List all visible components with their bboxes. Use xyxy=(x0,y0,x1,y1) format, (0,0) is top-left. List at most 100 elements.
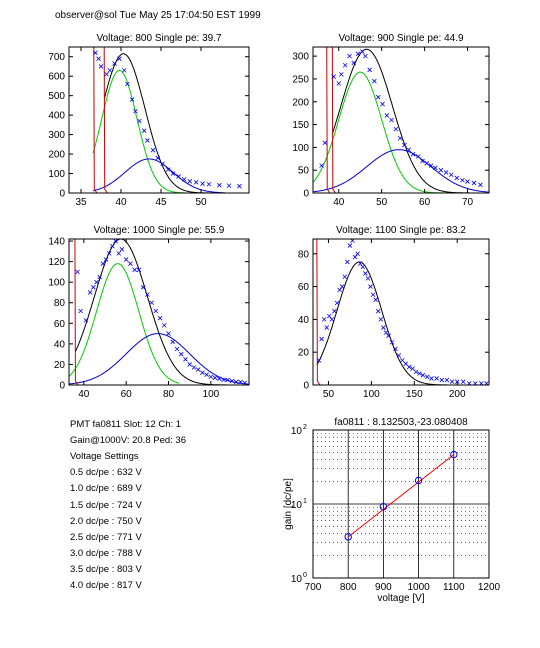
data-point xyxy=(375,94,381,100)
data-point xyxy=(319,336,324,342)
fit-curve-2pe xyxy=(92,158,225,193)
chart-title: Voltage: 800 Single pe: 39.7 xyxy=(96,33,222,44)
info-line: 3.5 dc/pe : 803 V xyxy=(70,563,142,575)
data-point xyxy=(402,142,407,148)
data-point xyxy=(410,366,415,371)
gain-point xyxy=(344,533,352,541)
pedestal-line xyxy=(326,47,331,193)
data-point xyxy=(384,113,390,118)
data-point xyxy=(140,285,146,290)
data-point xyxy=(117,56,122,61)
data-point xyxy=(176,174,181,179)
gain-point xyxy=(450,450,458,459)
info-line: 1.0 dc/pe : 689 V xyxy=(70,483,142,495)
data-point xyxy=(165,167,171,172)
y-tick-label: 10 xyxy=(291,500,303,511)
data-point xyxy=(121,68,127,73)
pedestal-line xyxy=(74,239,79,385)
data-point xyxy=(116,251,122,256)
data-point xyxy=(113,239,118,244)
data-point xyxy=(170,171,176,176)
data-point xyxy=(337,287,342,293)
info-line: Voltage Settings xyxy=(70,451,139,463)
data-point xyxy=(433,165,438,171)
data-point xyxy=(478,182,483,188)
data-point xyxy=(329,317,335,322)
data-point xyxy=(345,259,350,265)
gain-fit-line xyxy=(347,454,455,538)
y-tick-label: 100 xyxy=(292,143,309,154)
data-point xyxy=(157,315,163,321)
data-point xyxy=(204,372,209,378)
x-tick-label: 200 xyxy=(449,389,466,400)
data-point xyxy=(78,308,83,314)
data-point xyxy=(119,246,125,252)
data-point xyxy=(434,376,439,381)
data-point xyxy=(375,308,381,314)
data-point xyxy=(460,379,466,385)
data-point xyxy=(206,181,212,187)
chart-title: Voltage: 1100 Single pe: 83.2 xyxy=(336,225,466,236)
data-point xyxy=(145,138,150,143)
data-point xyxy=(183,357,188,362)
data-point xyxy=(145,292,150,297)
y-tick-label: 100 xyxy=(48,278,65,289)
data-point xyxy=(383,330,389,335)
x-tick-label: 1000 xyxy=(407,582,430,593)
fit-curve-total xyxy=(331,48,489,193)
plot-area xyxy=(316,239,489,385)
data-point xyxy=(217,376,222,382)
pedestal-line xyxy=(103,47,108,193)
y-tick-label: 400 xyxy=(48,111,65,122)
data-point xyxy=(363,271,368,276)
data-point xyxy=(93,50,98,56)
data-point xyxy=(322,140,328,146)
y-tick-label: 20 xyxy=(298,348,310,359)
data-point xyxy=(378,317,384,322)
data-point xyxy=(234,379,239,385)
pedestal-line xyxy=(93,47,98,193)
info-line: 1.5 dc/pe : 724 V xyxy=(70,499,142,511)
info-line: 0.5 dc/pe : 632 V xyxy=(70,467,142,479)
data-point xyxy=(363,53,368,59)
y-tick-label: 600 xyxy=(48,72,65,83)
data-point xyxy=(87,290,93,295)
fit-curve-total xyxy=(103,53,225,193)
data-point xyxy=(406,364,412,370)
data-point xyxy=(187,362,192,367)
data-point xyxy=(439,377,445,383)
data-point xyxy=(331,74,336,79)
data-point xyxy=(237,183,242,189)
y-tick-label: 120 xyxy=(48,257,65,268)
data-point xyxy=(400,358,405,363)
data-point xyxy=(373,297,378,302)
data-point xyxy=(327,313,332,319)
data-point xyxy=(200,181,205,186)
plot-area xyxy=(313,47,489,193)
data-point xyxy=(413,369,419,375)
y-tick-label: 40 xyxy=(54,339,66,350)
x-tick-label: 40 xyxy=(78,389,90,400)
chart-panel-3: Voltage: 1000 Single pe: 55.9 40 60 80 100 0 2… xyxy=(48,225,250,400)
y-tick-label: 0 xyxy=(59,381,65,392)
data-point xyxy=(316,358,322,363)
x-tick-label: 900 xyxy=(375,582,392,593)
data-point xyxy=(162,323,167,328)
data-point xyxy=(417,371,422,376)
data-point xyxy=(229,378,235,384)
data-point xyxy=(226,183,232,188)
data-point xyxy=(347,243,353,248)
y-tick-label: 140 xyxy=(48,237,65,248)
y-tick-exponent: 0 xyxy=(303,572,307,579)
y-tick-label: 60 xyxy=(298,282,310,293)
y-tick-label: 200 xyxy=(292,97,309,108)
x-tick-label: 60 xyxy=(121,389,133,400)
data-point xyxy=(242,380,248,385)
data-point xyxy=(110,243,115,249)
fit-curve-1pe xyxy=(69,263,180,384)
data-point xyxy=(83,317,89,323)
data-point xyxy=(195,367,201,372)
plot-area xyxy=(69,239,249,385)
data-point xyxy=(212,375,218,381)
